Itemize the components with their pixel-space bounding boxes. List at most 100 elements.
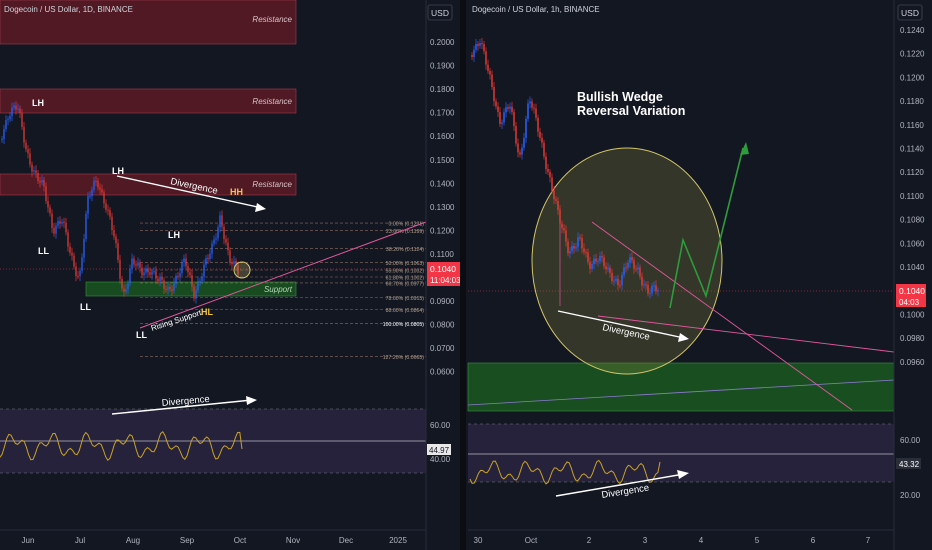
left-candle: [123, 288, 125, 292]
right-currency-badge[interactable]: [897, 4, 923, 21]
right-time-tick: 5: [755, 536, 760, 545]
left-price-axis[interactable]: 0.2000 0.1900 0.1800 0.1700 0.1600 0.1500 0.14…: [430, 38, 455, 377]
left-candle: [219, 215, 221, 228]
left-price-timer: 11:04:03: [430, 276, 461, 285]
left-candle: [127, 283, 129, 290]
left-candle: [61, 221, 63, 224]
right-candle: [485, 51, 487, 65]
left-candle: [25, 142, 27, 150]
left-candle: [99, 187, 101, 190]
swing-label-lh-2: LH: [112, 166, 124, 176]
left-candle: [5, 120, 7, 129]
left-chart-title: Dogecoin / US Dollar, 1D, BINANCE: [4, 5, 133, 14]
left-price-tick: 0.2000: [430, 38, 455, 47]
fib-level-label: 100.00% (0.0805): [383, 322, 425, 328]
right-price-tick: 0.1140: [900, 145, 924, 154]
left-price-tick: 0.1800: [430, 85, 455, 94]
left-candle: [231, 262, 233, 265]
right-candle: [657, 290, 659, 292]
right-candle: [591, 264, 593, 269]
left-price-tick: 0.1600: [430, 132, 455, 141]
left-time-axis[interactable]: Jun Jul Aug Sep Oct Nov Dec 2025: [22, 536, 408, 545]
right-candles: [471, 38, 659, 299]
right-time-tick: 6: [811, 536, 816, 545]
right-candle: [529, 101, 531, 104]
right-rsi-line: [469, 459, 661, 485]
right-candle: [547, 169, 549, 172]
left-candle: [223, 226, 225, 240]
left-candle: [11, 107, 13, 116]
left-time-tick: Sep: [180, 536, 195, 545]
left-candle: [105, 203, 107, 210]
right-candle: [523, 137, 525, 148]
left-candle: [147, 268, 149, 273]
left-candle: [171, 289, 173, 291]
right-candle: [543, 142, 545, 157]
projection-path: [669, 147, 744, 309]
left-price-tick: 0.1700: [430, 109, 455, 118]
left-candle: [163, 280, 165, 289]
right-candle: [597, 261, 599, 263]
right-price-tick: 0.1080: [900, 216, 925, 225]
left-candle: [93, 180, 95, 190]
right-candle: [471, 55, 473, 57]
right-candle: [535, 108, 537, 118]
left-currency-badge[interactable]: [427, 4, 453, 21]
left-candle: [53, 227, 55, 234]
right-currency-label: USD: [901, 8, 919, 18]
left-candle: [195, 289, 197, 299]
right-candle: [515, 126, 517, 144]
left-candle: [81, 257, 83, 271]
right-chart-title: Dogecoin / US Dollar, 1h, BINANCE: [472, 5, 600, 14]
right-candle: [551, 177, 553, 191]
right-rsi-tick-60: 60.00: [900, 436, 921, 445]
right-rsi-divergence-arrowhead: [677, 470, 689, 479]
resistance-label-mid: Resistance: [252, 97, 292, 106]
left-candle: [129, 268, 131, 284]
left-chart[interactable]: Resistance Resistance Resistance Support…: [0, 0, 463, 550]
wedge-highlight-circle: [531, 147, 723, 375]
wedge-lower-line: [597, 315, 895, 353]
left-candle: [131, 258, 133, 269]
right-candle: [541, 137, 543, 143]
right-price-axis[interactable]: 0.1240 0.1220 0.1200 0.1180 0.1160 0.1140 0.11…: [900, 26, 925, 367]
right-candle: [595, 258, 597, 262]
right-candle: [495, 101, 497, 107]
left-candle: [185, 258, 187, 266]
left-candle: [57, 221, 59, 226]
left-price-badge: [427, 262, 463, 286]
right-price-tick: 0.0980: [900, 334, 925, 343]
swing-label-ll-3: LL: [136, 330, 147, 340]
left-candle: [63, 221, 65, 223]
left-candle: [167, 286, 169, 290]
left-candle: [35, 170, 37, 173]
right-candle: [553, 190, 555, 200]
swing-label-hl: HL: [201, 307, 213, 317]
right-time-tick: 3: [643, 536, 648, 545]
wedge-upper-line: [591, 221, 853, 411]
left-candle: [211, 243, 213, 254]
divergence-price-arrow: [116, 175, 263, 209]
right-candle: [599, 256, 601, 262]
left-candle: [45, 186, 47, 202]
right-candle: [539, 131, 541, 138]
right-chart[interactable]: Divergence Bullish Wedge Reversal Variat…: [467, 0, 926, 550]
right-time-axis[interactable]: 30 Oct 2 3 4 5 6 7: [474, 536, 871, 545]
right-time-tick: 7: [866, 536, 871, 545]
right-candle: [555, 199, 557, 201]
right-candle: [615, 278, 617, 281]
left-price-tick: 0.0600: [430, 368, 455, 377]
right-candle: [559, 210, 561, 224]
right-price-tick: 0.1000: [900, 310, 925, 319]
left-candle: [203, 264, 205, 277]
left-candle: [29, 153, 31, 165]
left-rsi-badge: [427, 444, 451, 455]
left-candle: [191, 275, 193, 287]
rsi-divergence-label: Divergence: [161, 394, 210, 409]
left-candle: [73, 255, 75, 267]
right-price-tick: 0.1100: [900, 192, 924, 201]
left-candle: [139, 262, 141, 268]
right-price-badge: [896, 284, 926, 307]
left-candle: [7, 119, 9, 121]
